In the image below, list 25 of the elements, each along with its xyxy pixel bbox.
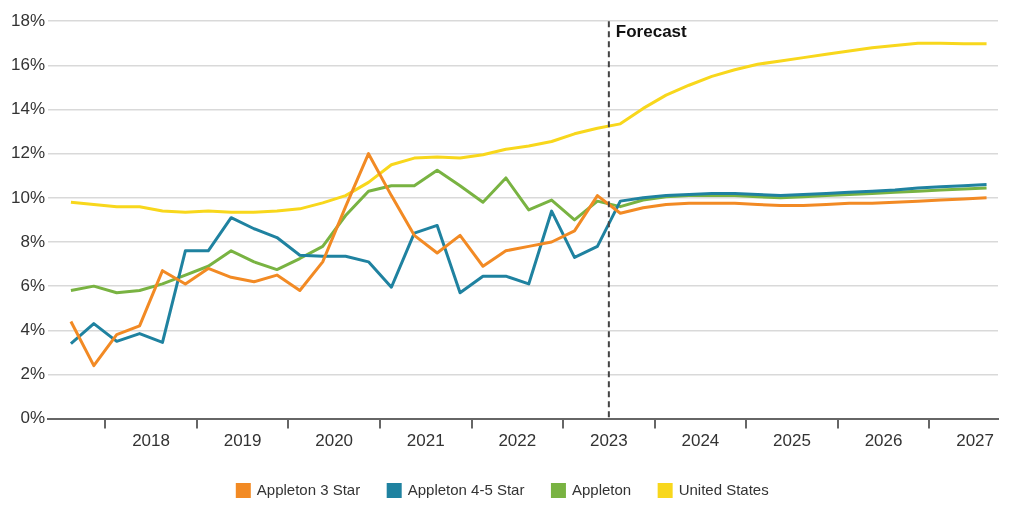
x-tick-label: 2022: [498, 431, 537, 451]
x-tick-label: 2019: [223, 431, 262, 451]
ref-line-label: Forecast: [615, 22, 688, 42]
x-tick-label: 2025: [773, 431, 811, 451]
y-tick-label: 4%: [20, 319, 46, 339]
y-tick-label: 18%: [10, 10, 46, 30]
x-tick-label: 2027: [956, 431, 995, 451]
x-tick-label: 2024: [681, 431, 720, 451]
y-tick-label: 8%: [20, 231, 46, 251]
x-tick-label: 2023: [589, 431, 628, 451]
x-tick-label: 2020: [315, 431, 354, 451]
legend-label: Appleton: [571, 480, 632, 498]
x-tick-label: 2018: [132, 431, 170, 451]
legend-label: Appleton 4-5 Star: [407, 480, 525, 498]
y-tick-label: 16%: [10, 55, 46, 75]
legend-label: Appleton 3 Star: [256, 480, 361, 498]
x-tick-label: 2026: [864, 431, 903, 451]
y-tick-label: 6%: [20, 275, 46, 295]
x-tick-label: 2021: [406, 431, 445, 451]
y-tick-label: 12%: [10, 143, 46, 163]
y-tick-label: 10%: [10, 187, 46, 207]
y-tick-label: 0%: [20, 408, 46, 428]
legend-label: United States: [678, 480, 769, 498]
y-tick-label: 14%: [10, 99, 46, 119]
y-tick-label: 2%: [20, 364, 46, 384]
